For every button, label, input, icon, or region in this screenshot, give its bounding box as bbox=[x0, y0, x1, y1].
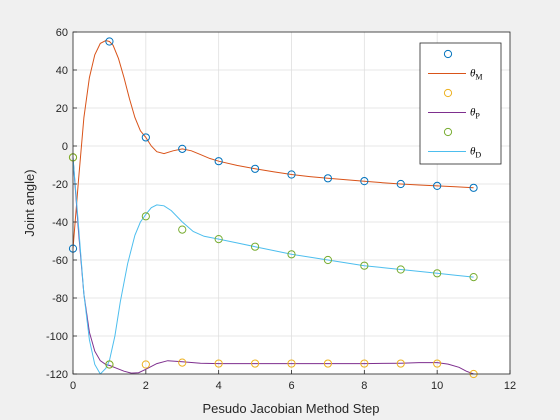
series-1-marker bbox=[250, 164, 260, 173]
legend-label-subscript: M bbox=[475, 73, 482, 82]
y-tick-label: -20 bbox=[52, 179, 68, 191]
y-tick-label: 20 bbox=[56, 103, 68, 115]
series-markers bbox=[68, 37, 478, 379]
series-3-marker bbox=[250, 242, 260, 251]
legend-label-subscript: P bbox=[475, 112, 480, 121]
legend-marker-1 bbox=[443, 49, 453, 59]
legend-marker-3 bbox=[443, 127, 453, 137]
x-tick-label: 12 bbox=[504, 380, 516, 392]
series-1-marker bbox=[287, 170, 296, 179]
series-lines bbox=[73, 39, 474, 374]
series-3-marker bbox=[360, 261, 369, 270]
y-tick-label: 40 bbox=[56, 65, 68, 77]
legend-label-2: θP bbox=[470, 107, 480, 121]
series-3-marker bbox=[105, 360, 114, 369]
x-tick-label: 2 bbox=[143, 380, 149, 392]
axis-ticks: 0 2 4 6 8 10 12 -120 -100 -80 -60 -40 -20 0 20 40 60 bbox=[46, 27, 516, 392]
y-tick-label: 60 bbox=[56, 27, 68, 39]
y-tick-label: -80 bbox=[52, 293, 68, 305]
series-line-2 bbox=[73, 157, 474, 374]
series-2-marker bbox=[396, 359, 405, 368]
y-tick-label: 0 bbox=[62, 141, 68, 153]
series-1-marker bbox=[214, 157, 223, 166]
legend-label-subscript: D bbox=[475, 151, 481, 160]
x-tick-label: 4 bbox=[216, 380, 222, 392]
series-3-marker bbox=[323, 255, 333, 265]
x-axis-title: Pesudo Jacobian Method Step bbox=[202, 401, 379, 416]
series-2-marker bbox=[433, 359, 442, 368]
series-3-marker bbox=[178, 225, 187, 234]
legend-marker-2 bbox=[443, 88, 453, 98]
series-line-3 bbox=[73, 157, 474, 374]
legend-box bbox=[419, 42, 502, 165]
series-3-marker bbox=[396, 265, 405, 274]
series-3-marker bbox=[469, 273, 478, 282]
series-1-marker bbox=[323, 174, 333, 183]
series-1-marker bbox=[469, 183, 478, 192]
series-3-marker bbox=[287, 250, 296, 259]
series-2-marker bbox=[250, 359, 260, 368]
series-1-marker bbox=[433, 181, 442, 190]
y-tick-label: -100 bbox=[46, 331, 68, 343]
series-2-marker bbox=[323, 359, 333, 368]
series-2-marker bbox=[360, 359, 369, 368]
series-1-marker bbox=[360, 177, 369, 186]
y-tick-label: -120 bbox=[46, 369, 68, 381]
y-tick-label: -40 bbox=[52, 217, 68, 229]
series-2-marker bbox=[287, 359, 296, 368]
series-1-marker bbox=[396, 179, 405, 189]
series-1-marker bbox=[178, 144, 187, 153]
x-tick-label: 10 bbox=[431, 380, 443, 392]
series-1-marker bbox=[141, 133, 150, 142]
y-tick-label: -60 bbox=[52, 255, 68, 267]
series-2-marker bbox=[178, 358, 187, 367]
series-3-marker bbox=[214, 235, 223, 244]
series-1-marker bbox=[105, 37, 114, 46]
x-tick-label: 0 bbox=[70, 380, 76, 392]
legend-label-3: θD bbox=[470, 146, 481, 160]
series-2-marker bbox=[214, 359, 223, 368]
series-line-1 bbox=[73, 39, 474, 249]
series-3-marker bbox=[141, 212, 150, 221]
x-tick-label: 8 bbox=[361, 380, 367, 392]
x-tick-label: 6 bbox=[288, 380, 294, 392]
series-2-marker bbox=[141, 360, 150, 369]
series-3-marker bbox=[433, 269, 442, 278]
y-axis-title: Joint angle) bbox=[22, 169, 37, 236]
